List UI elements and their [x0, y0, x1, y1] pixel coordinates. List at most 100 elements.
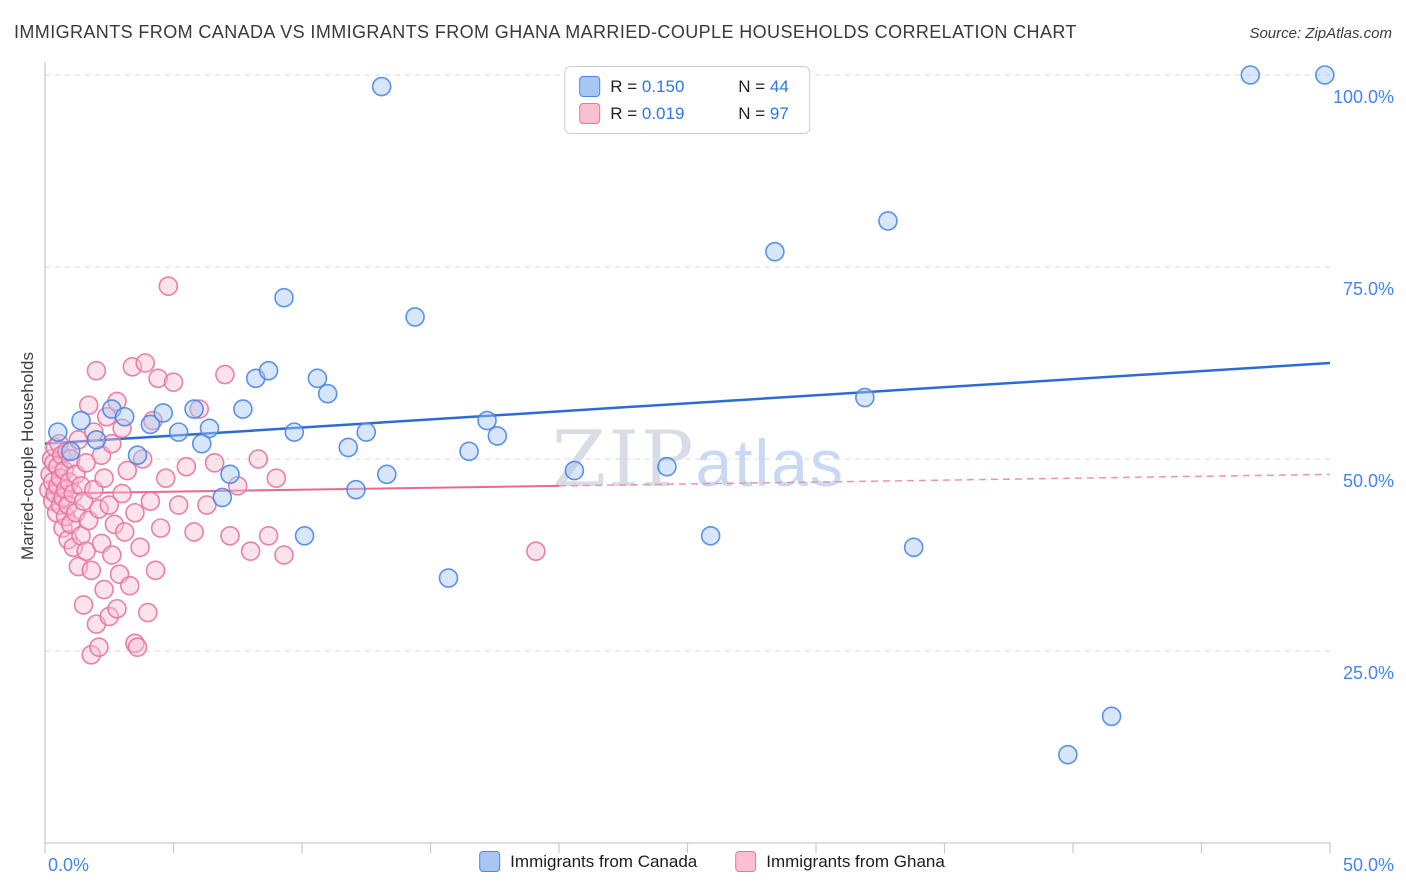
scatter-point-canada — [438, 568, 459, 588]
scatter-point-canada — [657, 456, 677, 477]
scatter-point-ghana — [125, 502, 145, 523]
scatter-point-ghana — [148, 368, 168, 389]
scatter-point-ghana — [189, 399, 209, 419]
legend-label-ghana: Immigrants from Ghana — [766, 851, 945, 871]
scatter-point-canada — [220, 464, 240, 485]
scatter-point-ghana — [78, 395, 99, 416]
scatter-point-canada — [1058, 744, 1078, 765]
scatter-point-canada — [153, 403, 174, 423]
scatter-point-canada — [405, 307, 425, 327]
scatter-point-canada — [233, 399, 253, 419]
scatter-point-ghana — [155, 468, 176, 489]
scatter-point-ghana — [81, 560, 102, 581]
scatter-point-canada — [48, 422, 68, 442]
scatter-point-ghana — [58, 495, 78, 515]
scatter-point-canada — [377, 464, 397, 485]
scatter-point-canada — [140, 414, 161, 435]
scatter-point-canada — [903, 537, 924, 558]
canada-swatch — [579, 76, 601, 97]
scatter-point-ghana — [168, 495, 189, 515]
scatter-point-ghana — [102, 433, 122, 454]
scatter-point-ghana — [59, 472, 80, 492]
scatter-point-canada — [356, 422, 377, 442]
scatter-point-canada — [191, 433, 212, 454]
correlation-legend: R = 0.150 N = 44 R = 0.019 N = 97 — [564, 66, 810, 134]
scatter-point-canada — [338, 437, 359, 458]
scatter-point-ghana — [73, 595, 94, 615]
scatter-point-ghana — [99, 495, 120, 515]
scatter-point-ghana — [215, 364, 235, 385]
scatter-point-ghana — [107, 598, 127, 619]
scatter-point-canada — [459, 441, 479, 462]
scatter-point-canada — [127, 445, 148, 465]
y-tick-label: 100.0% — [1333, 87, 1394, 107]
scatter-point-canada — [487, 426, 508, 446]
scatter-point-ghana — [81, 645, 102, 665]
correlation-row-canada: R = 0.150 N = 44 — [579, 76, 789, 97]
scatter-point-ghana — [135, 353, 156, 373]
scatter-point-canada — [184, 399, 204, 419]
scatter-point-ghana — [197, 495, 217, 515]
scatter-point-canada — [60, 441, 81, 462]
scatter-point-canada — [317, 383, 338, 404]
scatter-point-ghana — [140, 491, 161, 512]
zipatlas-watermark: ZIPatlas — [552, 415, 845, 505]
scatter-point-ghana — [71, 525, 91, 546]
scatter-point-ghana — [112, 483, 132, 504]
scatter-point-ghana — [76, 541, 96, 561]
scatter-point-ghana — [184, 522, 204, 542]
scatter-point-ghana — [163, 372, 184, 393]
scatter-point-ghana — [158, 276, 179, 297]
scatter-point-canada — [855, 387, 875, 408]
scatter-point-canada — [1240, 65, 1261, 85]
scatter-point-ghana — [266, 468, 287, 489]
scatter-point-canada — [168, 422, 189, 442]
scatter-point-ghana — [84, 422, 104, 442]
scatter-point-ghana — [99, 606, 120, 627]
r-stat: R = 0.150 — [610, 76, 685, 96]
trend-line-ghana-extrapolated — [558, 473, 1331, 487]
scatter-point-canada — [564, 460, 585, 481]
scatter-point-ghana — [89, 637, 109, 657]
scatter-point-ghana — [104, 514, 125, 535]
scatter-point-canada — [86, 429, 107, 450]
scatter-point-ghana — [76, 453, 96, 473]
scatter-point-ghana — [120, 575, 140, 596]
scatter-point-canada — [274, 287, 294, 308]
scatter-point-canada — [71, 410, 91, 431]
scatter-point-ghana — [114, 522, 135, 542]
scatter-point-canada — [307, 368, 328, 389]
scatter-point-ghana — [117, 460, 138, 481]
y-tick-label: 25.0% — [1343, 663, 1394, 683]
correlation-row-ghana: R = 0.019 N = 97 — [579, 103, 789, 124]
scatter-point-ghana — [127, 637, 148, 657]
scatter-point-ghana — [220, 525, 240, 546]
r-stat: R = 0.019 — [610, 103, 685, 123]
scatter-point-ghana — [94, 468, 114, 489]
scatter-point-ghana — [60, 449, 81, 469]
source-link[interactable]: Source: ZipAtlas.com — [1249, 25, 1392, 42]
scatter-point-ghana — [145, 560, 166, 581]
legend-item-canada: Immigrants from Canada — [479, 851, 697, 872]
scatter-point-ghana — [204, 453, 225, 473]
scatter-point-ghana — [258, 525, 279, 546]
scatter-point-ghana — [138, 602, 158, 623]
ghana-swatch — [735, 851, 757, 872]
scatter-point-canada — [258, 360, 279, 381]
scatter-point-ghana — [89, 499, 109, 519]
scatter-point-canada — [878, 211, 898, 231]
series-legend: Immigrants from Canada Immigrants from G… — [479, 851, 945, 872]
ghana-swatch — [579, 103, 601, 124]
scatter-point-ghana — [94, 579, 114, 600]
scatter-point-canada — [371, 76, 392, 97]
n-stat: N = 44 — [738, 76, 789, 96]
scatter-point-ghana — [63, 483, 84, 504]
scatter-point-canada — [1315, 65, 1335, 85]
scatter-point-ghana — [50, 495, 71, 515]
scatter-point-canada — [114, 406, 135, 427]
scatter-point-canada — [1101, 706, 1122, 727]
scatter-point-canada — [700, 525, 721, 546]
scatter-point-ghana — [130, 537, 150, 558]
y-tick-label: 75.0% — [1343, 279, 1394, 299]
